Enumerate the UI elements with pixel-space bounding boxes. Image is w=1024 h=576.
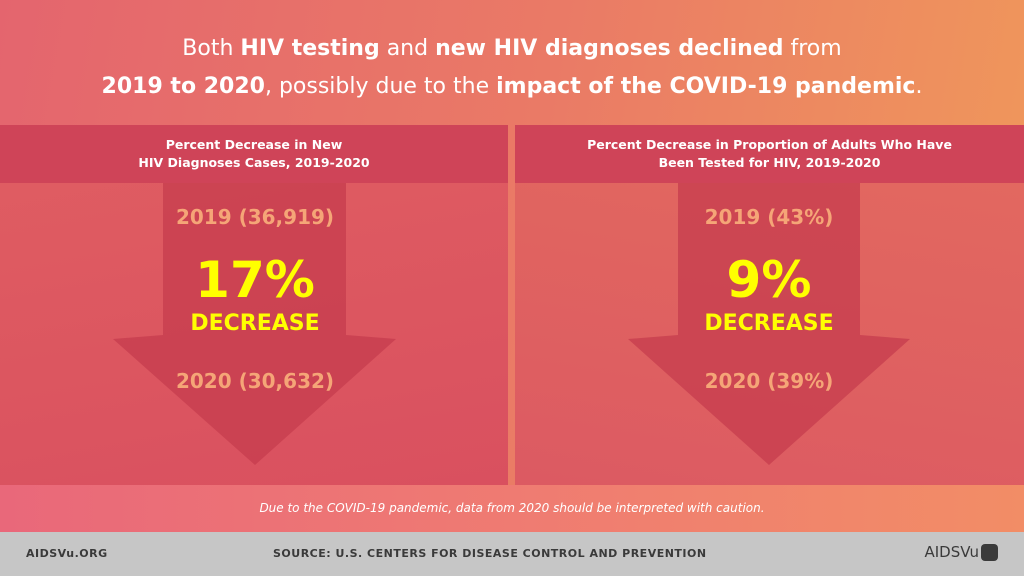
panel-header: Percent Decrease in New HIV Diagnoses Cas…	[0, 125, 508, 183]
percent-decrease: 9%	[726, 251, 812, 309]
value-2020: 2020 (30,632)	[175, 369, 335, 393]
headline-bold: 2019 to 2020	[101, 74, 265, 99]
aidsvu-logo: AIDSVu	[924, 543, 998, 561]
headline-text: and	[379, 36, 436, 61]
decrease-label: DECREASE	[704, 311, 834, 336]
diagnoses-panel: Percent Decrease in New HIV Diagnoses Cas…	[0, 125, 508, 485]
percent-decrease: 17%	[195, 251, 315, 309]
value-2019: 2019 (43%)	[704, 205, 834, 229]
headline-bold: new HIV diagnoses declined	[435, 36, 784, 61]
source-text: SOURCE: U.S. CENTERS FOR DISEASE CONTROL…	[273, 547, 707, 560]
panel-title: HIV Diagnoses Cases, 2019-2020	[138, 155, 370, 170]
headline-text: from	[783, 36, 842, 61]
decrease-label: DECREASE	[190, 311, 320, 336]
testing-panel: Percent Decrease in Proportion of Adults…	[515, 125, 1024, 485]
panel-title: Been Tested for HIV, 2019-2020	[658, 155, 881, 170]
headline-text: .	[915, 74, 923, 99]
headline: Both HIV testing and new HIV diagnoses d…	[0, 30, 1024, 106]
caution-note: Due to the COVID-19 pandemic, data from …	[0, 485, 1024, 532]
value-2020: 2020 (39%)	[704, 369, 834, 393]
headline-text: , possibly due to the	[264, 74, 497, 99]
panel-title: Percent Decrease in New	[165, 137, 343, 152]
headline-bold: HIV testing	[240, 36, 380, 61]
down-arrow-icon	[628, 183, 910, 465]
us-map-icon	[981, 543, 998, 561]
logo-text: AIDSVu	[924, 543, 979, 561]
footer: AIDSVu.ORG SOURCE: U.S. CENTERS FOR DISE…	[0, 532, 1024, 576]
headline-text: Both	[182, 36, 241, 61]
value-2019: 2019 (36,919)	[175, 205, 335, 229]
panel-header: Percent Decrease in Proportion of Adults…	[515, 125, 1024, 183]
panel-title: Percent Decrease in Proportion of Adults…	[587, 137, 952, 152]
headline-bold: impact of the COVID-19 pandemic	[496, 74, 916, 99]
down-arrow-icon	[113, 183, 396, 465]
site-link[interactable]: AIDSVu.ORG	[26, 547, 108, 560]
